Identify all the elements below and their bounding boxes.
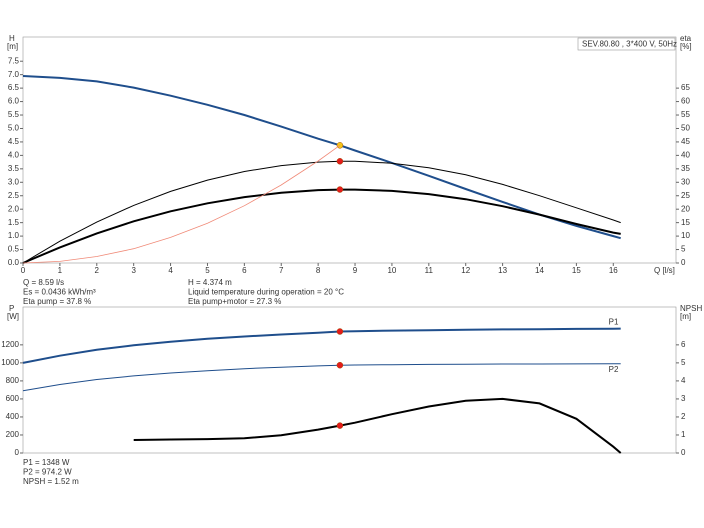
y2-tick-label: 40 [681, 150, 690, 159]
y-tick-label: 400 [6, 412, 20, 421]
y2-tick-label: 35 [681, 164, 690, 173]
x-tick-label: 6 [242, 266, 247, 275]
curve [133, 397, 622, 454]
info-text: Eta pump = 37.8 % [23, 297, 91, 306]
x-tick-label: 8 [316, 266, 321, 275]
x-axis-label: Q [l/s] [654, 266, 675, 275]
y-tick-label: 1000 [1, 358, 19, 367]
y-tick-label: 2.0 [8, 204, 20, 213]
x-tick-label: 9 [353, 266, 358, 275]
legend-text: SEV.80.80 , 3*400 V, 50Hz [582, 40, 677, 49]
x-tick-label: 0 [21, 266, 26, 275]
info-text: H = 4.374 m [188, 278, 232, 287]
x-tick-label: 1 [58, 266, 63, 275]
plot-frame [22, 36, 677, 264]
y2-tick-label: 4 [681, 376, 686, 385]
y-tick-label: 1.0 [8, 231, 20, 240]
y-tick-label: 5.0 [8, 124, 20, 133]
y-tick-label: 2.5 [8, 191, 20, 200]
y2-tick-label: 45 [681, 137, 690, 146]
y-axis-label: P [9, 304, 14, 313]
info-text: Q = 8.59 l/s [23, 278, 64, 287]
info-text: NPSH = 1.52 m [23, 477, 79, 486]
info-text: Es = 0.0436 kWh/m³ [23, 288, 96, 297]
y-tick-label: 7.0 [8, 70, 20, 79]
x-tick-label: 10 [387, 266, 396, 275]
y-tick-label: 4.5 [8, 137, 20, 146]
series-label: P1 [609, 318, 619, 327]
operating-point [336, 158, 344, 165]
y2-tick-label: 5 [681, 245, 686, 254]
info-text: P2 = 974.2 W [23, 468, 72, 477]
y-tick-label: 0.0 [8, 258, 20, 267]
y2-tick-label: 3 [681, 394, 686, 403]
x-tick-label: 3 [131, 266, 136, 275]
y2-tick-label: 5 [681, 358, 686, 367]
y2-tick-label: 55 [681, 110, 690, 119]
y2-axis-label: eta [680, 34, 692, 43]
x-tick-label: 14 [535, 266, 544, 275]
info-text: Eta pump+motor = 27.3 % [188, 297, 281, 306]
x-tick-label: 12 [461, 266, 470, 275]
y2-tick-label: 30 [681, 177, 690, 186]
y2-tick-label: 0 [681, 258, 686, 267]
x-tick-label: 13 [498, 266, 507, 275]
y2-axis-unit: [m] [680, 312, 691, 321]
y-axis-unit: [m] [7, 42, 18, 51]
y-tick-label: 600 [6, 394, 20, 403]
x-tick-label: 11 [425, 266, 434, 275]
y2-tick-label: 20 [681, 204, 690, 213]
operating-point [336, 361, 344, 369]
x-tick-label: 2 [95, 266, 100, 275]
series-label: P2 [609, 365, 619, 374]
y-tick-label: 0.5 [8, 245, 20, 254]
legend-box [577, 37, 676, 51]
y-tick-label: 6.5 [8, 83, 20, 92]
info-text: P1 = 1348 W [23, 458, 70, 467]
y2-tick-label: 65 [681, 83, 690, 92]
operating-point [336, 328, 344, 335]
y-tick-label: 1.5 [8, 218, 20, 227]
y-axis-unit: [W] [7, 312, 19, 321]
y-axis-label: H [9, 34, 15, 43]
curve [22, 144, 341, 264]
y2-axis-label: NPSH [680, 304, 702, 313]
y2-tick-label: 0 [681, 448, 686, 457]
y-tick-label: 6.0 [8, 97, 20, 106]
y2-tick-label: 6 [681, 340, 686, 349]
x-tick-label: 7 [279, 266, 284, 275]
y-tick-label: 1200 [1, 340, 19, 349]
y2-tick-label: 60 [681, 97, 690, 106]
y2-tick-label: 25 [681, 191, 690, 200]
info-text: Liquid temperature during operation = 20… [188, 288, 344, 297]
x-tick-label: 15 [572, 266, 581, 275]
y-tick-label: 800 [6, 376, 20, 385]
y-tick-label: 3.0 [8, 177, 20, 186]
y2-tick-label: 2 [681, 412, 686, 421]
y-tick-label: 7.5 [8, 56, 20, 65]
x-tick-label: 16 [609, 266, 618, 275]
plot-frame [22, 306, 677, 454]
operating-point [336, 186, 344, 193]
y2-tick-label: 15 [681, 218, 690, 227]
y2-tick-label: 50 [681, 124, 690, 133]
y2-axis-unit: [%] [680, 42, 692, 51]
y2-tick-label: 1 [681, 430, 686, 439]
operating-point [336, 422, 344, 429]
y-tick-label: 4.0 [8, 150, 20, 159]
y-tick-label: 0 [15, 448, 20, 457]
y-tick-label: 5.5 [8, 110, 20, 119]
y-tick-label: 3.5 [8, 164, 20, 173]
y-tick-label: 200 [6, 430, 20, 439]
x-tick-label: 4 [168, 266, 173, 275]
x-tick-label: 5 [205, 266, 210, 275]
y2-tick-label: 10 [681, 231, 690, 240]
